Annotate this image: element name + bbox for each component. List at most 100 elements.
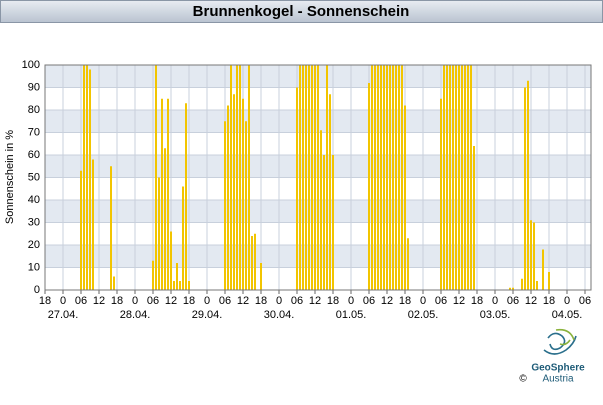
logo-mark [543,335,577,355]
date-label: 04.05. [552,309,583,321]
bar [248,65,250,290]
x-tick-label: 12 [453,295,465,307]
chart-title: Brunnenkogel - Sonnenschein [193,3,410,20]
x-tick-label: 18 [111,295,123,307]
bar [86,65,88,290]
bar [317,65,319,290]
logo-mark [559,339,571,346]
bar [164,148,166,290]
bar [380,65,382,290]
x-tick-label: 18 [471,295,483,307]
date-label: 28.04. [120,309,151,321]
bar [470,65,472,290]
bar [224,121,226,290]
bar [182,186,184,290]
x-tick-label: 06 [147,295,159,307]
bar [110,166,112,290]
bar [305,65,307,290]
x-tick-label: 12 [525,295,537,307]
x-tick-label: 0 [132,295,138,307]
x-tick-label: 06 [219,295,231,307]
bar [389,65,391,290]
x-tick-label: 12 [237,295,249,307]
x-tick-label: 18 [543,295,555,307]
bar [167,98,169,290]
x-tick-label: 0 [204,295,210,307]
y-tick-label: 90 [28,81,40,93]
x-tick-label: 18 [327,295,339,307]
bar [251,236,253,290]
logo-country: Austria [542,374,574,385]
bar [383,65,385,290]
bar [452,65,454,290]
x-tick-label: 0 [276,295,282,307]
plot-border [44,64,592,291]
bar [440,98,442,290]
date-label: 30.04. [264,309,295,321]
bar [83,65,85,290]
bar [449,65,451,290]
x-tick-label: 18 [183,295,195,307]
bar [80,170,82,290]
y-tick-label: 20 [28,239,40,251]
logo-name: GeoSphere [531,363,585,374]
x-tick-label: 0 [348,295,354,307]
bar [320,130,322,290]
bar [404,105,406,290]
x-tick-label: 0 [60,295,66,307]
bar [509,287,511,290]
bar [512,287,514,290]
bar [464,65,466,290]
bar [254,233,256,290]
bar [161,98,163,290]
bar [473,146,475,290]
bar [185,103,187,290]
bar [89,69,91,290]
bar [368,83,370,290]
bar [461,65,463,290]
x-tick-label: 06 [291,295,303,307]
date-label: 27.04. [48,309,79,321]
x-tick-label: 0 [492,295,498,307]
y-tick-label: 50 [28,171,40,183]
bar [458,65,460,290]
date-label: 02.05. [408,309,439,321]
x-tick-label: 12 [309,295,321,307]
bar [260,263,262,290]
bar [323,155,325,290]
bar [446,65,448,290]
bar [521,278,523,290]
x-tick-label: 18 [255,295,267,307]
copyright: © [519,374,527,385]
bar [152,260,154,290]
y-tick-label: 100 [22,59,40,71]
bar [299,65,301,290]
logo [543,328,577,355]
x-tick-label: 0 [564,295,570,307]
bar [524,87,526,290]
bar [311,65,313,290]
bar [455,65,457,290]
bar [296,87,298,290]
bar [230,65,232,290]
bar [326,65,328,290]
bar [548,272,550,290]
x-tick-label: 0 [420,295,426,307]
bar [386,65,388,290]
x-tick-label: 18 [39,295,51,307]
x-tick-label: 06 [507,295,519,307]
x-tick-label: 06 [363,295,375,307]
bar [314,65,316,290]
bar [113,276,115,290]
bar [536,281,538,290]
bar [401,65,403,290]
logo-mark [555,328,575,341]
y-tick-label: 70 [28,126,40,138]
bar [392,65,394,290]
bar [533,222,535,290]
bar [242,98,244,290]
x-tick-label: 06 [75,295,87,307]
y-tick-label: 40 [28,194,40,206]
bar [92,159,94,290]
